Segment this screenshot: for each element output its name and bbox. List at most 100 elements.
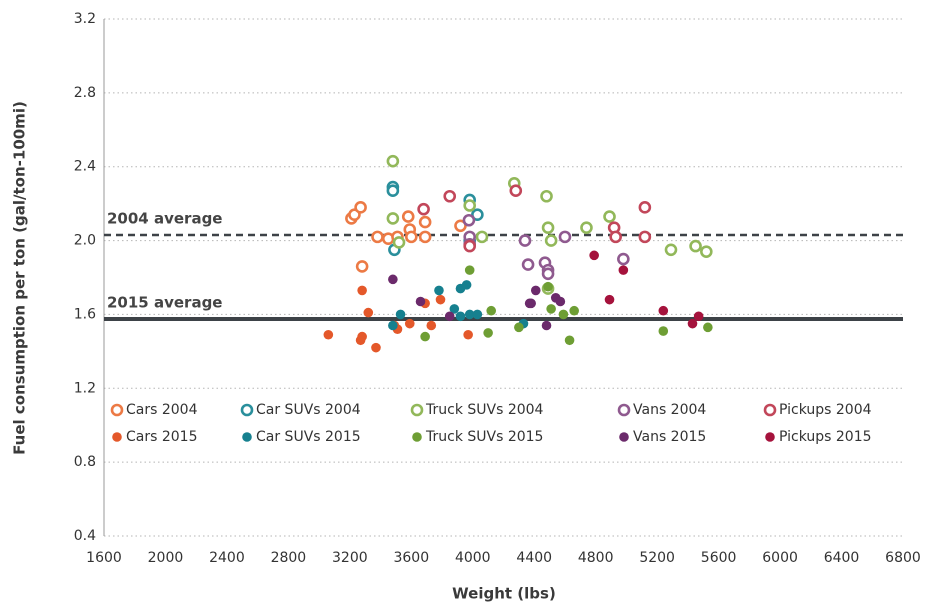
data-point <box>464 265 475 275</box>
data-point <box>509 184 523 198</box>
data-point <box>546 304 556 314</box>
data-point <box>323 329 334 340</box>
y-tick-label: 2.8 <box>74 85 96 101</box>
legend-label: Truck SUVs 2015 <box>425 429 543 445</box>
data-point <box>426 320 437 331</box>
data-point <box>386 184 400 198</box>
data-point <box>658 305 669 316</box>
y-tick-label: 0.4 <box>74 528 96 544</box>
x-tick-label: 5200 <box>639 550 675 566</box>
y-tick-label: 2.0 <box>74 233 96 249</box>
data-point <box>392 236 406 249</box>
legend-marker <box>617 403 631 417</box>
x-tick-label: 3200 <box>332 550 368 566</box>
data-point <box>463 239 476 253</box>
data-point <box>462 213 476 227</box>
data-point <box>386 154 400 168</box>
legend-marker <box>619 432 629 442</box>
x-tick-label: 6400 <box>824 550 860 566</box>
data-point <box>703 322 713 333</box>
data-point <box>541 221 555 234</box>
data-point <box>420 331 430 342</box>
data-point <box>405 230 418 244</box>
data-point <box>555 296 566 307</box>
x-tick-label: 3600 <box>393 550 429 566</box>
data-point <box>618 265 629 275</box>
data-point <box>355 260 369 273</box>
data-point <box>483 328 493 338</box>
data-point <box>443 189 457 203</box>
legend-label: Car SUVs 2015 <box>256 429 361 445</box>
y-axis-title: Fuel consumption per ton (gal/ton-100mi) <box>11 101 29 455</box>
data-point <box>638 230 652 244</box>
data-point <box>543 281 553 292</box>
x-tick-label: 4000 <box>455 550 491 566</box>
data-point <box>514 322 524 333</box>
legend-marker <box>112 432 122 442</box>
x-tick-label: 2400 <box>209 550 245 566</box>
data-point <box>609 230 622 244</box>
legend-label: Cars 2015 <box>126 429 197 445</box>
data-point <box>371 230 384 244</box>
x-tick-label: 6000 <box>762 550 798 566</box>
legend-marker <box>412 432 422 442</box>
legend-marker <box>410 403 424 417</box>
data-point <box>518 234 532 247</box>
data-point <box>530 285 541 296</box>
legend-label: Vans 2015 <box>633 429 706 445</box>
legend-label: Car SUVs 2004 <box>256 402 361 418</box>
legend-label: Pickups 2015 <box>779 429 872 445</box>
data-point <box>363 307 374 318</box>
data-point <box>418 230 432 244</box>
data-point <box>638 201 652 214</box>
data-point <box>664 243 678 257</box>
legend-label: Cars 2004 <box>126 402 198 418</box>
data-point <box>444 311 455 322</box>
data-point <box>544 234 558 247</box>
data-point <box>564 335 575 346</box>
y-tick-label: 1.2 <box>74 380 96 396</box>
data-point <box>475 230 489 244</box>
data-point <box>589 250 599 261</box>
data-point <box>689 239 702 253</box>
data-point <box>388 320 398 331</box>
data-point <box>454 219 467 233</box>
legend-label: Pickups 2004 <box>779 402 872 418</box>
data-point <box>354 201 367 214</box>
data-point <box>658 326 669 336</box>
data-point <box>395 309 406 320</box>
data-point <box>521 258 535 271</box>
data-point <box>463 199 476 212</box>
data-point <box>569 305 579 316</box>
reference-label: 2015 average <box>107 294 222 312</box>
data-point <box>558 309 569 320</box>
data-point <box>463 329 473 340</box>
data-point <box>418 215 432 229</box>
data-point <box>558 230 572 244</box>
data-point <box>580 221 593 234</box>
data-point <box>617 252 630 266</box>
x-tick-label: 5600 <box>701 550 737 566</box>
data-point <box>455 311 466 322</box>
data-point <box>687 318 698 329</box>
legend-marker <box>110 403 124 417</box>
data-point <box>435 294 446 305</box>
data-point <box>541 320 552 331</box>
legend-marker <box>765 432 775 442</box>
data-point <box>404 318 415 329</box>
legend-label: Truck SUVs 2004 <box>425 402 544 418</box>
data-point <box>603 210 616 223</box>
legend-marker <box>240 403 254 417</box>
x-tick-label: 6800 <box>885 550 921 566</box>
y-tick-label: 2.4 <box>74 159 96 175</box>
x-tick-label: 4800 <box>578 550 614 566</box>
data-point <box>449 304 460 314</box>
x-tick-label: 4400 <box>516 550 552 566</box>
data-point <box>434 285 444 296</box>
data-point <box>541 267 555 281</box>
data-point <box>526 298 536 309</box>
data-point <box>540 189 553 203</box>
reference-label: 2004 average <box>107 210 222 228</box>
